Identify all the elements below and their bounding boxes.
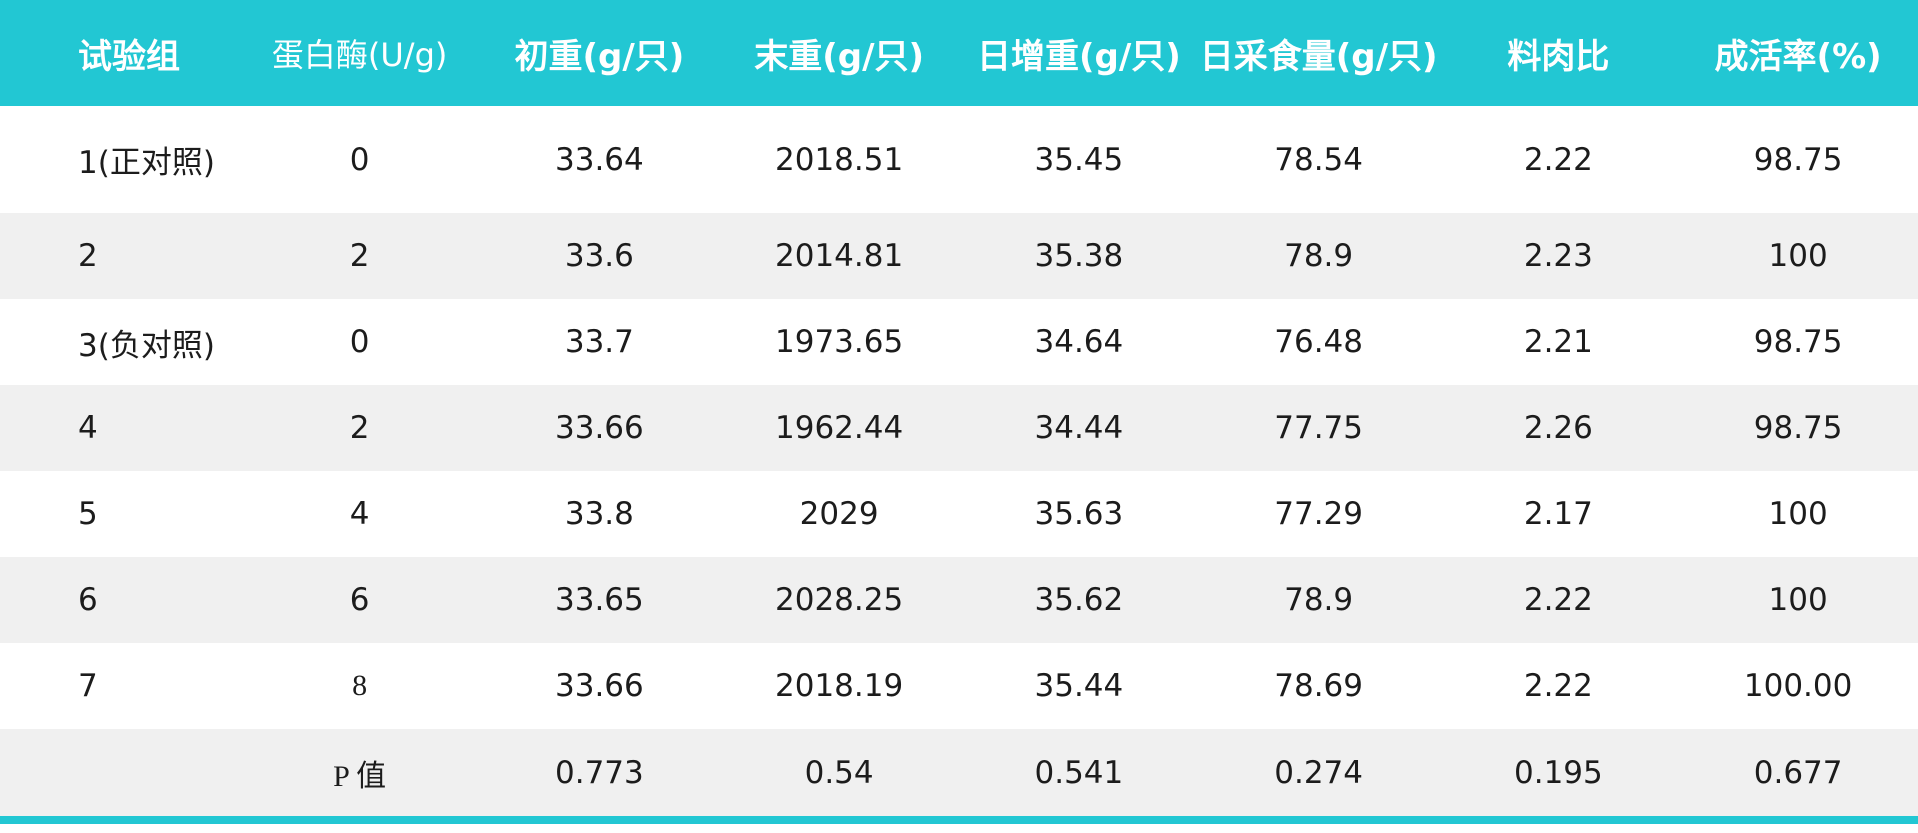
table-cell: 98.75 bbox=[1753, 410, 1843, 446]
table-row: 4 2 33.66 1962.44 34.44 77.75 2.26 98.75 bbox=[0, 385, 1918, 471]
table-cell: 2 bbox=[349, 238, 370, 274]
table-cell: 100 bbox=[1768, 582, 1828, 618]
table-cell: 33.66 bbox=[555, 410, 644, 446]
table-cell: 1962.44 bbox=[775, 410, 904, 446]
table-cell bbox=[0, 729, 240, 816]
table-cell: 33.66 bbox=[555, 668, 644, 704]
table-cell: 4 bbox=[349, 496, 370, 532]
table-cell: 33.6 bbox=[564, 238, 634, 274]
table-cell: 0 bbox=[349, 141, 370, 178]
table-cell: 35.63 bbox=[1034, 496, 1124, 532]
table-cell: 33.7 bbox=[564, 324, 634, 360]
table-cell: 76.48 bbox=[1274, 324, 1363, 360]
table-cell: 35.38 bbox=[1034, 238, 1124, 274]
table-cell: 100 bbox=[1768, 238, 1828, 274]
table-cell: P 值 bbox=[333, 759, 387, 793]
table-cell: 100 bbox=[1768, 496, 1828, 532]
table-cell: 8 bbox=[352, 669, 368, 702]
table-cell: 2 bbox=[349, 410, 370, 446]
table-cell: 78.9 bbox=[1284, 582, 1354, 618]
table-cell: 98.75 bbox=[1753, 324, 1843, 360]
column-header: 料肉比 bbox=[1507, 36, 1610, 77]
table-cell: 2018.51 bbox=[775, 141, 904, 178]
table-cell: 100.00 bbox=[1743, 668, 1853, 704]
table-cell: 0.54 bbox=[804, 754, 874, 791]
table-cell: 0 bbox=[349, 324, 370, 360]
table-cell: 2028.25 bbox=[775, 582, 904, 618]
table-cell: 5 bbox=[78, 496, 98, 532]
table-cell: 35.45 bbox=[1034, 141, 1124, 178]
table-cell: 2.17 bbox=[1523, 496, 1593, 532]
table-cell: 6 bbox=[78, 582, 98, 618]
column-header: 蛋白酶(U/g) bbox=[271, 36, 448, 74]
table-cell: 2.26 bbox=[1523, 410, 1593, 446]
table-cell: 2.23 bbox=[1523, 238, 1593, 274]
table-cell: 2014.81 bbox=[775, 238, 904, 274]
table-cell: 98.75 bbox=[1753, 141, 1843, 178]
table-row: 2 2 33.6 2014.81 35.38 78.9 2.23 100 bbox=[0, 213, 1918, 299]
table-cell: 77.75 bbox=[1274, 410, 1363, 446]
table-bottom-border bbox=[0, 816, 1918, 824]
table-cell: 0.677 bbox=[1753, 754, 1843, 791]
table-cell: 3(负对照) bbox=[78, 327, 215, 364]
column-header: 日增重(g/只) bbox=[976, 36, 1181, 77]
column-header: 末重(g/只) bbox=[754, 36, 925, 77]
table-header-row: 试验组 蛋白酶(U/g) 初重(g/只) 末重(g/只) 日增重(g/只) 日采食量(g/… bbox=[0, 0, 1918, 106]
table-cell: 0.773 bbox=[555, 754, 644, 791]
table-cell: 35.44 bbox=[1034, 668, 1124, 704]
table-cell: 7 bbox=[78, 668, 98, 704]
table-cell: 4 bbox=[78, 410, 98, 446]
table-cell: 34.44 bbox=[1034, 410, 1124, 446]
table-cell: 33.64 bbox=[555, 141, 644, 178]
table-row: P 值 0.773 0.54 0.541 0.274 0.195 0.677 bbox=[0, 729, 1918, 816]
table-body: 1(正对照) 0 33.64 2018.51 35.45 78.54 2.22 98.75 2 2… bbox=[0, 106, 1918, 816]
table-cell: 2.22 bbox=[1523, 141, 1593, 178]
table-cell: 78.69 bbox=[1274, 668, 1363, 704]
table-cell: 1973.65 bbox=[775, 324, 904, 360]
column-header: 成活率(%) bbox=[1714, 36, 1882, 77]
table-row: 3(负对照) 0 33.7 1973.65 34.64 76.48 2.21 98.75 bbox=[0, 299, 1918, 385]
table-cell: 2.21 bbox=[1523, 324, 1593, 360]
table-cell: 2 bbox=[78, 238, 98, 274]
table-row: 1(正对照) 0 33.64 2018.51 35.45 78.54 2.22 98.75 bbox=[0, 106, 1918, 213]
table-row: 6 6 33.65 2028.25 35.62 78.9 2.22 100 bbox=[0, 557, 1918, 643]
table-cell: 0.195 bbox=[1514, 754, 1603, 791]
table-cell: 78.9 bbox=[1284, 238, 1354, 274]
table-cell: 33.65 bbox=[555, 582, 644, 618]
column-header: 试验组 bbox=[78, 36, 180, 77]
table-cell: 0.541 bbox=[1034, 754, 1124, 791]
table-cell: 34.64 bbox=[1034, 324, 1124, 360]
column-header: 初重(g/只) bbox=[514, 36, 685, 77]
table-cell: 33.8 bbox=[564, 496, 634, 532]
column-header: 日采食量(g/只) bbox=[1199, 36, 1438, 77]
table-cell: 6 bbox=[349, 582, 370, 618]
table-cell: 2.22 bbox=[1523, 668, 1593, 704]
table-cell: 0.274 bbox=[1274, 754, 1363, 791]
table-cell: 35.62 bbox=[1034, 582, 1124, 618]
table-cell: 1(正对照) bbox=[78, 145, 215, 181]
table-cell: 2.22 bbox=[1523, 582, 1593, 618]
table-cell: 78.54 bbox=[1274, 141, 1363, 178]
table-cell: 77.29 bbox=[1274, 496, 1363, 532]
table-cell: 2029 bbox=[799, 496, 879, 532]
table-cell: 2018.19 bbox=[775, 668, 904, 704]
table-row: 5 4 33.8 2029 35.63 77.29 2.17 100 bbox=[0, 471, 1918, 557]
table-row: 7 8 33.66 2018.19 35.44 78.69 2.22 100.00 bbox=[0, 643, 1918, 729]
